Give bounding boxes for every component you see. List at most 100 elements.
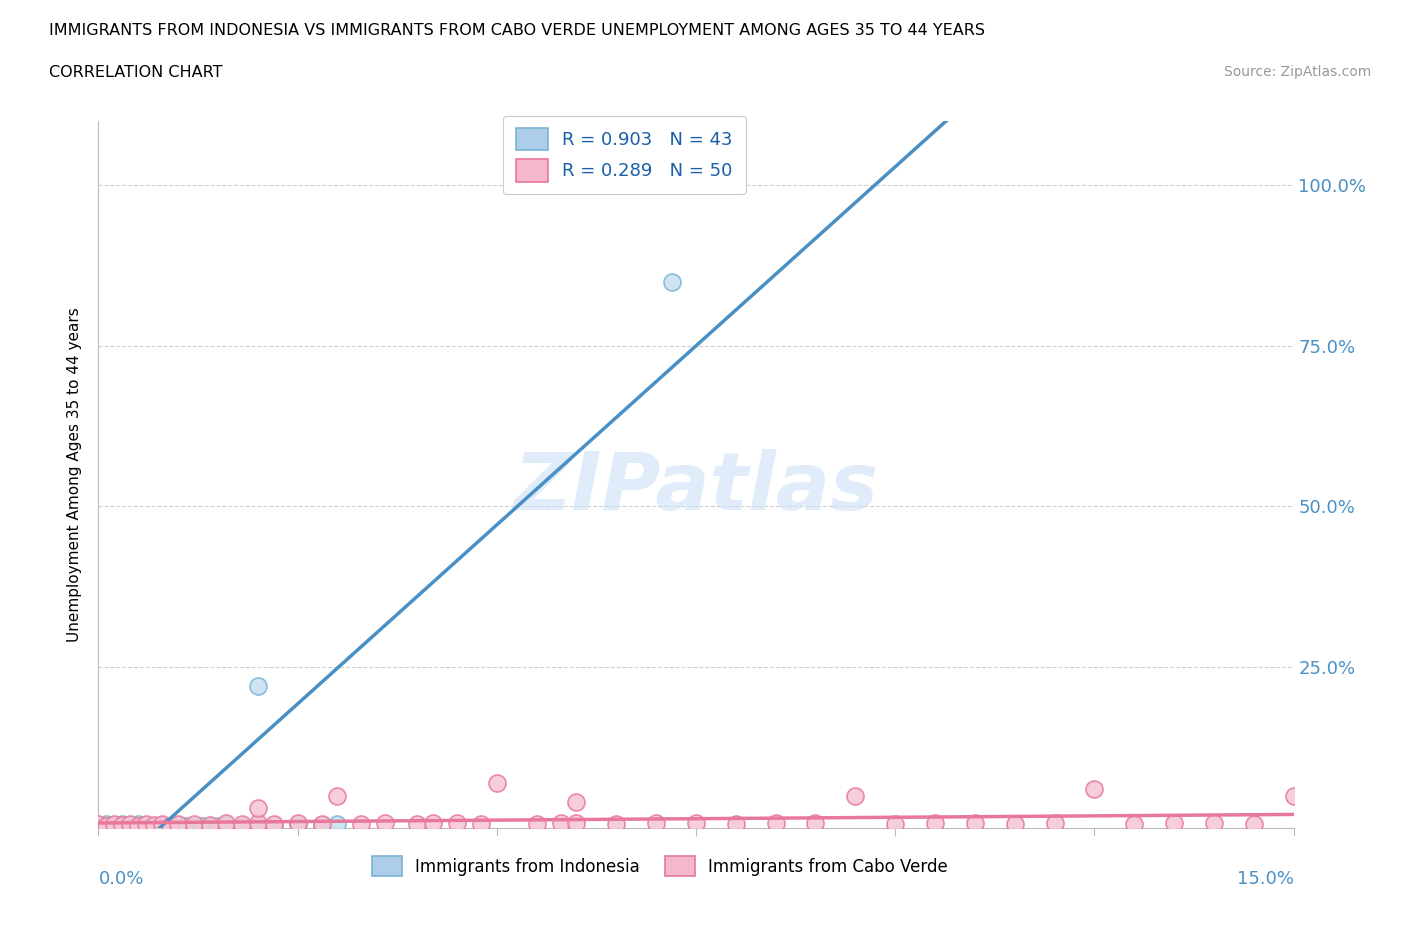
Point (198, 817, 221, 832)
Point (120, 817, 142, 831)
Point (844, 788, 866, 803)
Point (526, 817, 548, 831)
Point (311, 817, 333, 832)
Point (804, 816, 827, 830)
Text: 0.0%: 0.0% (98, 870, 143, 888)
Point (207, 818, 229, 833)
Text: ZIPatlas: ZIPatlas (513, 449, 879, 527)
Point (167, 817, 190, 832)
Point (645, 815, 668, 830)
Point (565, 816, 588, 830)
Point (246, 818, 269, 833)
Point (485, 776, 508, 790)
Point (661, 274, 683, 289)
Point (311, 817, 333, 831)
Point (565, 794, 588, 809)
Point (87, 819, 110, 834)
Point (120, 819, 142, 834)
Point (111, 817, 134, 831)
Point (103, 817, 125, 832)
Point (191, 818, 214, 833)
Point (287, 817, 309, 832)
Point (1163, 816, 1185, 830)
Point (135, 819, 157, 834)
Point (159, 818, 181, 833)
Point (159, 818, 181, 833)
Text: 15.0%: 15.0% (1236, 870, 1294, 888)
Point (1243, 817, 1265, 831)
Point (246, 679, 269, 694)
Point (605, 817, 627, 831)
Point (96, 818, 118, 833)
Point (103, 819, 125, 834)
Point (550, 815, 572, 830)
Point (111, 819, 134, 834)
Point (1202, 815, 1225, 830)
Point (924, 816, 946, 830)
Point (111, 818, 134, 833)
Point (103, 820, 125, 835)
Point (127, 819, 149, 834)
Point (135, 817, 157, 832)
Point (174, 818, 197, 833)
Point (1282, 788, 1305, 803)
Point (143, 819, 166, 834)
Point (127, 818, 149, 833)
Point (183, 817, 205, 831)
Point (143, 817, 166, 832)
Point (326, 788, 349, 803)
Point (422, 815, 444, 830)
Y-axis label: Unemployment Among Ages 35 to 44 years: Unemployment Among Ages 35 to 44 years (67, 307, 83, 642)
Point (724, 817, 747, 831)
Text: Source: ZipAtlas.com: Source: ZipAtlas.com (1223, 65, 1371, 79)
Point (1043, 816, 1066, 830)
Point (174, 819, 197, 834)
Point (446, 816, 468, 830)
Text: IMMIGRANTS FROM INDONESIA VS IMMIGRANTS FROM CABO VERDE UNEMPLOYMENT AMONG AGES : IMMIGRANTS FROM INDONESIA VS IMMIGRANTS … (49, 23, 986, 38)
Point (120, 820, 142, 835)
Point (263, 817, 285, 831)
Point (111, 817, 134, 832)
Point (470, 817, 492, 831)
Point (406, 817, 429, 831)
Point (150, 819, 173, 834)
Point (96, 817, 118, 832)
Point (685, 178, 707, 193)
Point (135, 817, 157, 832)
Point (231, 817, 253, 832)
Point (287, 816, 309, 830)
Point (215, 817, 238, 832)
Text: CORRELATION CHART: CORRELATION CHART (49, 65, 222, 80)
Point (183, 819, 205, 834)
Point (350, 817, 373, 832)
Point (1123, 817, 1146, 832)
Point (1083, 782, 1105, 797)
Point (1004, 817, 1026, 831)
Point (127, 818, 149, 833)
Point (159, 819, 181, 834)
Point (150, 817, 173, 832)
Point (246, 815, 269, 830)
Point (127, 817, 149, 832)
Point (963, 815, 986, 830)
Point (167, 819, 190, 834)
Point (96, 818, 118, 833)
Point (167, 817, 190, 832)
Point (120, 817, 142, 832)
Point (198, 819, 221, 834)
Point (685, 816, 707, 830)
Point (150, 817, 173, 831)
Point (143, 818, 166, 833)
Point (96, 820, 118, 835)
Point (374, 816, 396, 830)
Point (326, 817, 349, 832)
Point (765, 815, 787, 830)
Point (215, 816, 238, 830)
Point (246, 801, 269, 816)
Point (103, 817, 125, 832)
Point (231, 818, 253, 833)
Legend: Immigrants from Indonesia, Immigrants from Cabo Verde: Immigrants from Indonesia, Immigrants fr… (366, 849, 955, 883)
Point (87, 820, 110, 835)
Point (263, 817, 285, 832)
Point (884, 817, 907, 832)
